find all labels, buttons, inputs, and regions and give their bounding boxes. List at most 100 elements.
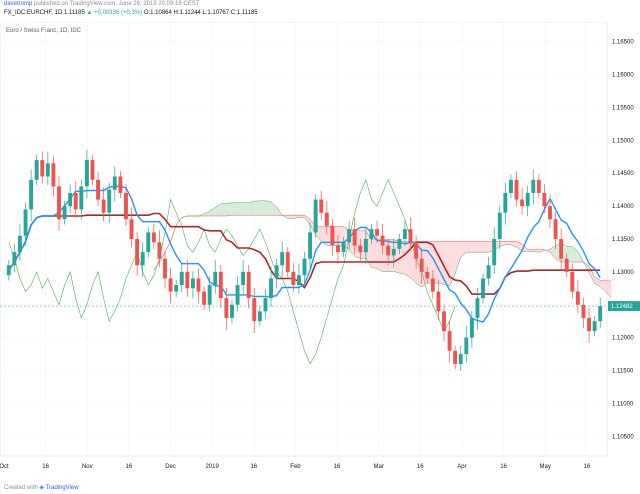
y-tick-label: 1.14500 [612,171,634,177]
candle [358,238,363,263]
cloud-segment [566,246,573,263]
price-axis[interactable]: 1.16500 1.16000 1.15500 1.15000 1.14500 1.140… [0,40,640,441]
cloud-segment [243,202,249,216]
candle [503,182,508,225]
candle [296,263,301,294]
candle [230,299,234,324]
candle [135,232,140,276]
candle [436,279,441,320]
candle [190,271,195,299]
last-price: 1.11185 [64,10,85,16]
candle [246,264,251,309]
cloud-segment [271,201,277,216]
cloud-segment [505,241,511,245]
candle [51,156,56,197]
y-tick-label: 1.13000 [612,270,634,276]
x-tick-label: Oct [0,464,9,470]
candle [285,246,290,278]
candle [235,276,240,312]
cloud-segment [516,241,523,252]
candle [302,251,307,286]
candle [23,202,28,246]
candle [542,184,547,214]
candle [34,154,39,186]
candle [492,227,497,274]
x-tick-label: 16 [334,464,341,470]
candle [363,228,368,264]
senkou-span-a-line [153,200,612,298]
price-chart[interactable]: Euro / Swiss Franc, 1D, IDC 1.16500 1.160… [0,21,640,480]
author-link[interactable]: davetromp [4,1,33,7]
cloud-segment [209,207,216,216]
footer-brand[interactable]: TradingView [45,485,79,491]
cloud-segment [248,201,255,216]
candle [308,222,313,271]
candle [419,248,424,284]
y-tick-label: 1.13500 [612,237,634,243]
grid-lines [0,22,607,456]
price-label-box [608,301,640,312]
candle [324,200,329,235]
candle [369,223,374,245]
y-tick-label: 1.14000 [612,204,634,210]
price-change: ▲ +0.00336 (+0.3%) [86,10,143,16]
candle [196,268,201,304]
time-axis[interactable]: Oct 16 Nov 16 Dec 2019 16 Feb 16 Mar 16 Apr 16 May 16 [0,464,591,470]
cloud-segment [231,202,238,216]
cloud-segment [298,215,305,218]
candle [12,243,17,273]
candle [57,176,61,232]
candle [481,273,485,304]
chart-area[interactable]: Euro / Swiss Franc, 1D, IDC 1.16500 1.160… [0,21,640,480]
cloud-segment [549,245,556,259]
candle [442,304,446,342]
candle [564,253,569,278]
cloud-segment [226,202,232,216]
cloud-segment [399,241,405,275]
publish-date: published on TradingView.com, June 26, 2… [34,1,200,7]
candle [520,187,525,215]
cloud-segment [204,211,210,216]
candle [168,268,173,304]
cloud-segment [533,249,539,253]
candle [391,238,396,268]
candle [118,171,123,199]
candle [185,260,190,297]
cloud-segment [259,200,266,216]
candle [548,194,552,228]
cloud-segment [483,241,489,253]
chikou-span-line [8,178,456,365]
x-tick-label: Nov [82,464,93,470]
candle [559,228,564,271]
candle [375,220,379,243]
candle [425,266,430,284]
candle [207,276,212,312]
candle [73,181,78,218]
candle [592,315,597,337]
candle [224,287,229,330]
candle [101,187,106,222]
y-tick-label: 1.11500 [612,369,634,375]
candle [313,194,318,238]
candle [96,171,101,207]
y-tick-label: 1.15000 [612,138,634,144]
cloud-segment [510,241,517,248]
candle [587,307,592,343]
candle [84,149,89,199]
y-tick-label: 1.10500 [612,434,634,440]
candle [341,237,346,258]
cloud-segment [254,200,260,216]
x-tick-label: May [540,464,551,470]
candle [291,263,296,292]
cloud-segment [321,226,327,246]
candle [79,179,84,220]
candle [380,223,385,255]
cloud-segment [449,241,456,286]
chart-title: Euro / Swiss Franc, 1D, IDC [6,28,82,34]
candle [17,223,22,261]
x-tick-label: 16 [42,464,49,470]
candle [447,320,452,363]
cloud-segment [471,241,478,253]
cloud-segment [220,203,227,216]
candle [525,186,530,217]
